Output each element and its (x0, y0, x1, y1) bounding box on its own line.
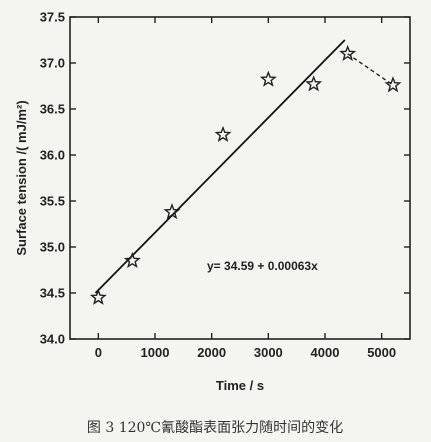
data-point (305, 75, 323, 92)
data-point (384, 76, 402, 93)
dashed-trend-line (347, 53, 394, 86)
y-axis-title: Surface tension /( mJ/m²) (14, 100, 29, 255)
plot-frame (69, 16, 411, 340)
data-point (259, 70, 277, 87)
data-point (163, 203, 181, 220)
y-tick-label: 36.0 (40, 148, 65, 163)
figure-caption: 图 3 120℃氰酸酯表面张力随时间的变化 (87, 420, 343, 436)
x-tick-label: 3000 (254, 345, 283, 360)
x-tick-label: 5000 (367, 345, 396, 360)
y-tick-label: 36.5 (40, 102, 65, 117)
fit-equation: y= 34.59 + 0.00063x (207, 259, 318, 273)
x-axis-title: Time / s (216, 378, 264, 393)
fit-line (94, 39, 346, 294)
y-tick-label: 37.5 (40, 10, 65, 25)
y-tick-label: 37.0 (40, 56, 65, 71)
x-tick-label: 2000 (197, 345, 226, 360)
data-points (89, 44, 402, 305)
y-tick-label: 35.0 (40, 240, 65, 255)
x-tick-label: 4000 (311, 345, 340, 360)
y-tick-label: 34.0 (40, 332, 65, 347)
data-point (123, 251, 141, 269)
axis-ticks: 34.0 34.5 35.0 35.5 36.0 36.5 37.0 37.5 0 1000 200… (40, 10, 410, 360)
x-tick-label: 0 (95, 345, 102, 360)
x-tick-label: 1000 (141, 345, 170, 360)
y-tick-label: 34.5 (40, 286, 65, 301)
y-tick-label: 35.5 (40, 194, 65, 209)
data-point (214, 125, 232, 142)
data-point (339, 44, 357, 62)
fit-line-group (94, 39, 394, 294)
data-point (89, 288, 107, 305)
